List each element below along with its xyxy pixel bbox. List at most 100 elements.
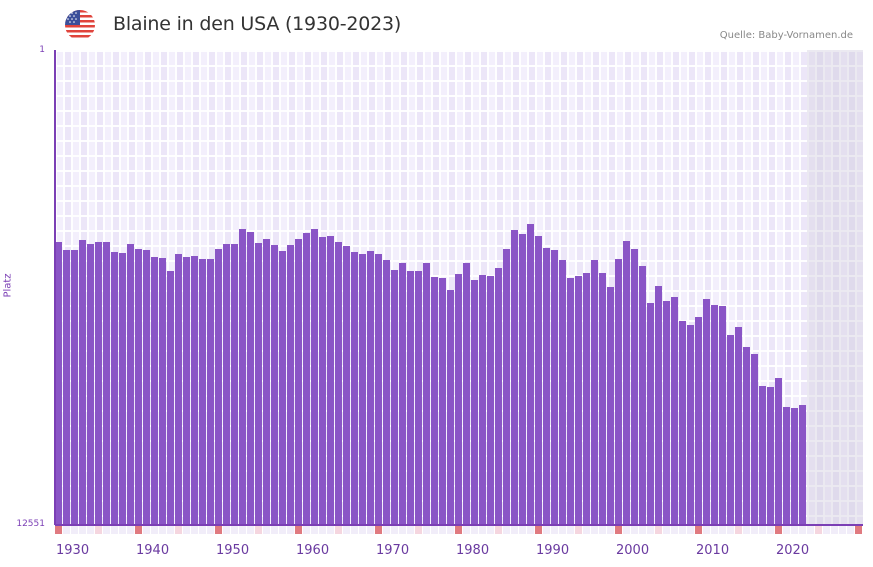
bar-2004[interactable] <box>647 302 654 525</box>
year-marker <box>191 526 198 534</box>
bar-1970[interactable] <box>375 253 382 525</box>
bar-1993[interactable] <box>559 259 566 525</box>
bar-1986[interactable] <box>503 248 510 525</box>
bar-1941[interactable] <box>143 250 150 525</box>
bar-1983[interactable] <box>479 274 486 525</box>
bar-1987[interactable] <box>511 230 518 525</box>
bar-1999[interactable] <box>607 286 614 525</box>
bar-1963[interactable] <box>319 237 326 525</box>
bar-1958[interactable] <box>279 250 286 525</box>
bar-1995[interactable] <box>575 275 582 525</box>
bar-1957[interactable] <box>271 245 278 525</box>
bar-1956[interactable] <box>263 239 270 525</box>
bar-1955[interactable] <box>255 243 262 525</box>
bar-1997[interactable] <box>591 259 598 525</box>
bar-2009[interactable] <box>687 324 694 525</box>
bar-2000[interactable] <box>615 258 622 525</box>
bar-1967[interactable] <box>351 252 358 525</box>
bar-2022[interactable] <box>791 407 798 525</box>
bar-1930[interactable] <box>55 242 62 525</box>
bar-2013[interactable] <box>719 305 726 525</box>
bar-1989[interactable] <box>527 224 534 525</box>
bar-1952[interactable] <box>231 244 238 525</box>
bar-2017[interactable] <box>751 353 758 525</box>
bar-1985[interactable] <box>495 267 502 525</box>
bar-1939[interactable] <box>127 244 134 525</box>
bar-1974[interactable] <box>407 270 414 525</box>
bar-2006[interactable] <box>663 300 670 525</box>
bar-1932[interactable] <box>71 250 78 525</box>
bar-2020[interactable] <box>775 377 782 525</box>
bar-2018[interactable] <box>759 385 766 525</box>
year-marker <box>671 526 678 534</box>
bar-1951[interactable] <box>223 244 230 525</box>
bar-1953[interactable] <box>239 229 246 525</box>
bar-1962[interactable] <box>311 229 318 525</box>
bar-2005[interactable] <box>655 285 662 525</box>
bar-2007[interactable] <box>671 296 678 525</box>
bar-1976[interactable] <box>423 262 430 525</box>
bar-1971[interactable] <box>383 259 390 525</box>
bar-2021[interactable] <box>783 406 790 525</box>
bar-1931[interactable] <box>63 250 70 525</box>
year-marker <box>599 526 606 534</box>
bar-1937[interactable] <box>111 252 118 525</box>
bar-1979[interactable] <box>447 289 454 525</box>
year-marker <box>71 526 78 534</box>
bar-1959[interactable] <box>287 245 294 525</box>
bar-1944[interactable] <box>167 270 174 525</box>
bar-1992[interactable] <box>551 250 558 525</box>
bar-1966[interactable] <box>343 245 350 525</box>
bar-1991[interactable] <box>543 248 550 525</box>
bar-2010[interactable] <box>695 316 702 525</box>
year-marker <box>447 526 454 534</box>
bar-1934[interactable] <box>87 244 94 525</box>
bar-2008[interactable] <box>679 320 686 525</box>
bar-1977[interactable] <box>431 276 438 525</box>
bar-1996[interactable] <box>583 272 590 525</box>
bar-1998[interactable] <box>599 272 606 525</box>
bar-2019[interactable] <box>767 386 774 525</box>
bar-1954[interactable] <box>247 232 254 525</box>
bar-1975[interactable] <box>415 270 422 525</box>
bar-1933[interactable] <box>79 240 86 525</box>
bar-1942[interactable] <box>151 257 158 525</box>
bar-2023[interactable] <box>799 404 806 525</box>
bar-1969[interactable] <box>367 250 374 525</box>
bar-1935[interactable] <box>95 242 102 525</box>
bar-1945[interactable] <box>175 253 182 525</box>
bar-2012[interactable] <box>711 305 718 525</box>
bar-1950[interactable] <box>215 248 222 525</box>
bar-1960[interactable] <box>295 239 302 525</box>
bar-1964[interactable] <box>327 236 334 525</box>
bar-1994[interactable] <box>567 277 574 525</box>
bar-2014[interactable] <box>727 334 734 525</box>
bar-1938[interactable] <box>119 252 126 525</box>
bar-1984[interactable] <box>487 275 494 525</box>
bar-1990[interactable] <box>535 236 542 525</box>
bar-1948[interactable] <box>199 258 206 525</box>
bar-1949[interactable] <box>207 258 214 525</box>
bar-1943[interactable] <box>159 257 166 525</box>
bar-2015[interactable] <box>735 326 742 525</box>
bar-1940[interactable] <box>135 248 142 525</box>
bar-1982[interactable] <box>471 279 478 525</box>
bar-2003[interactable] <box>639 265 646 525</box>
bar-1973[interactable] <box>399 262 406 525</box>
bar-1961[interactable] <box>303 233 310 525</box>
bar-2002[interactable] <box>631 248 638 525</box>
bar-2001[interactable] <box>623 240 630 525</box>
bar-1965[interactable] <box>335 242 342 525</box>
bar-1936[interactable] <box>103 242 110 525</box>
bar-1972[interactable] <box>391 269 398 525</box>
bar-2016[interactable] <box>743 346 750 525</box>
bar-1981[interactable] <box>463 262 470 525</box>
bar-2011[interactable] <box>703 298 710 525</box>
bar-1980[interactable] <box>455 273 462 525</box>
bar-1947[interactable] <box>191 255 198 525</box>
bar-1978[interactable] <box>439 277 446 525</box>
year-marker <box>383 526 390 534</box>
bar-1946[interactable] <box>183 257 190 525</box>
bar-1988[interactable] <box>519 234 526 525</box>
bar-1968[interactable] <box>359 253 366 525</box>
